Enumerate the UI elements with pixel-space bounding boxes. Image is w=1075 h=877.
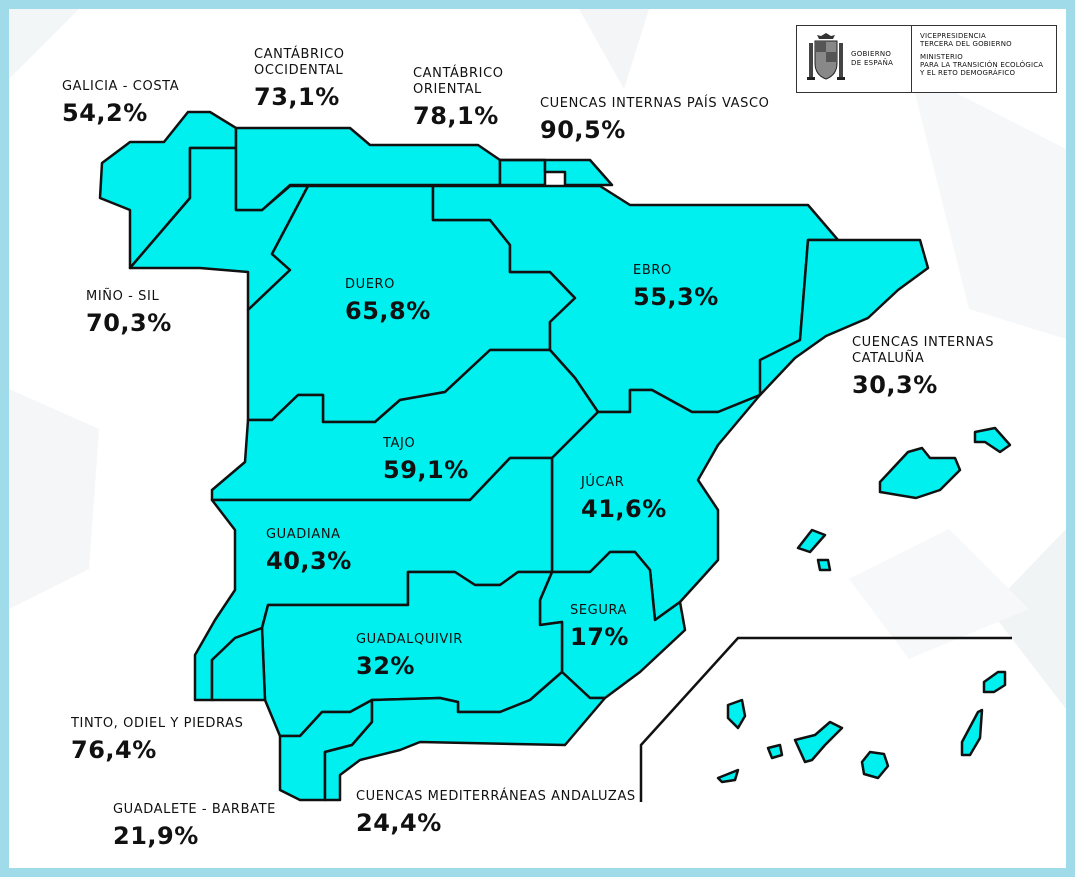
basin-value: 17%	[570, 623, 629, 651]
label-ebro: EBRO 55,3%	[633, 263, 719, 309]
basin-name: CUENCAS MEDITERRÁNEAS ANDALUZAS	[356, 789, 636, 804]
basin-name: SEGURA	[570, 603, 628, 618]
ministerio-text: MINISTERIO PARA LA TRANSICIÓN ECOLÓGICA …	[920, 53, 1044, 77]
label-guadiana: GUADIANA 40,3%	[266, 527, 352, 573]
basin-value: 30,3%	[852, 371, 938, 399]
canary-inset-divider	[639, 636, 1012, 802]
label-guadalquivir: GUADALQUIVIR 32%	[356, 632, 463, 678]
basin-name: GUADALETE - BARBATE	[113, 802, 276, 817]
basin-name: MIÑO - SIL	[86, 289, 160, 304]
island-gran-canaria	[860, 750, 890, 780]
background-shapes	[9, 9, 1066, 709]
basin-name: JÚCAR	[581, 475, 625, 490]
island-mallorca	[878, 446, 962, 500]
region-tinto-odiel[interactable]	[210, 626, 267, 702]
island-el-hierro	[716, 768, 740, 784]
island-tenerife	[793, 720, 844, 764]
label-mino-sil: MIÑO - SIL 70,3%	[86, 289, 172, 335]
basin-name: TAJO	[383, 436, 416, 451]
island-formentera	[816, 558, 832, 572]
label-pais-vasco: CUENCAS INTERNAS PAÍS VASCO 90,5%	[540, 96, 769, 142]
basin-value: 41,6%	[581, 495, 667, 523]
basin-value: 90,5%	[540, 116, 626, 144]
island-fuerteventura	[960, 708, 984, 757]
basin-name: CANTÁBRICO OCCIDENTAL	[254, 47, 345, 78]
spain-basins-map	[98, 110, 1012, 802]
basin-value: 40,3%	[266, 547, 352, 575]
basin-value: 73,1%	[254, 83, 340, 111]
label-cantabrico-occidental: CANTÁBRICO OCCIDENTAL 73,1%	[254, 47, 345, 109]
label-guadalete-barbate: GUADALETE - BARBATE 21,9%	[113, 802, 276, 848]
island-ibiza	[796, 528, 827, 554]
basin-name: TINTO, ODIEL Y PIEDRAS	[71, 716, 244, 731]
island-menorca	[973, 426, 1012, 454]
region-mediterraneas-andaluzas[interactable]	[323, 670, 607, 802]
basin-value: 70,3%	[86, 309, 172, 337]
basin-name: CUENCAS INTERNAS CATALUÑA	[852, 335, 995, 366]
basin-value: 21,9%	[113, 822, 199, 850]
island-la-gomera	[766, 743, 784, 760]
label-segura: SEGURA 17%	[570, 603, 629, 649]
basin-name: CANTÁBRICO ORIENTAL	[413, 66, 504, 97]
island-lanzarote	[982, 670, 1007, 694]
label-mediterraneas-andaluzas: CUENCAS MEDITERRÁNEAS ANDALUZAS 24,4%	[356, 789, 636, 835]
map-frame: GOBIERNO DE ESPAÑA VICEPRESIDENCIA TERCE…	[9, 9, 1066, 868]
basin-name: GUADALQUIVIR	[356, 632, 463, 647]
label-cantabrico-oriental: CANTÁBRICO ORIENTAL 78,1%	[413, 66, 504, 128]
coat-of-arms-icon	[807, 33, 845, 80]
basin-value: 32%	[356, 652, 415, 680]
vicepresidencia-text: VICEPRESIDENCIA TERCERA DEL GOBIERNO	[920, 32, 1012, 48]
label-tajo: TAJO 59,1%	[383, 436, 469, 482]
island-la-palma	[726, 698, 747, 730]
label-duero: DUERO 65,8%	[345, 277, 431, 323]
label-tinto-odiel: TINTO, ODIEL Y PIEDRAS 76,4%	[71, 716, 243, 762]
basin-value: 76,4%	[71, 736, 157, 764]
basin-value: 54,2%	[62, 99, 148, 127]
label-cataluna: CUENCAS INTERNAS CATALUÑA 30,3%	[852, 335, 994, 397]
basin-value: 24,4%	[356, 809, 442, 837]
government-logo: GOBIERNO DE ESPAÑA VICEPRESIDENCIA TERCE…	[796, 25, 1057, 93]
label-jucar: JÚCAR 41,6%	[581, 475, 667, 521]
basin-name: GALICIA - COSTA	[62, 79, 180, 94]
basin-name: EBRO	[633, 263, 672, 278]
region-pais-vasco[interactable]	[498, 158, 614, 187]
basin-value: 55,3%	[633, 283, 719, 311]
basin-name: GUADIANA	[266, 527, 341, 542]
basin-value: 65,8%	[345, 297, 431, 325]
basin-value: 78,1%	[413, 102, 499, 130]
label-galicia-costa: GALICIA - COSTA 54,2%	[62, 79, 179, 125]
region-cantabrico-oriental[interactable]	[498, 158, 547, 187]
gobierno-de-espana-text: GOBIERNO DE ESPAÑA	[851, 50, 894, 67]
basin-name: DUERO	[345, 277, 396, 292]
region-cataluna[interactable]	[758, 238, 930, 397]
basin-name: CUENCAS INTERNAS PAÍS VASCO	[540, 96, 770, 111]
basin-value: 59,1%	[383, 456, 469, 484]
